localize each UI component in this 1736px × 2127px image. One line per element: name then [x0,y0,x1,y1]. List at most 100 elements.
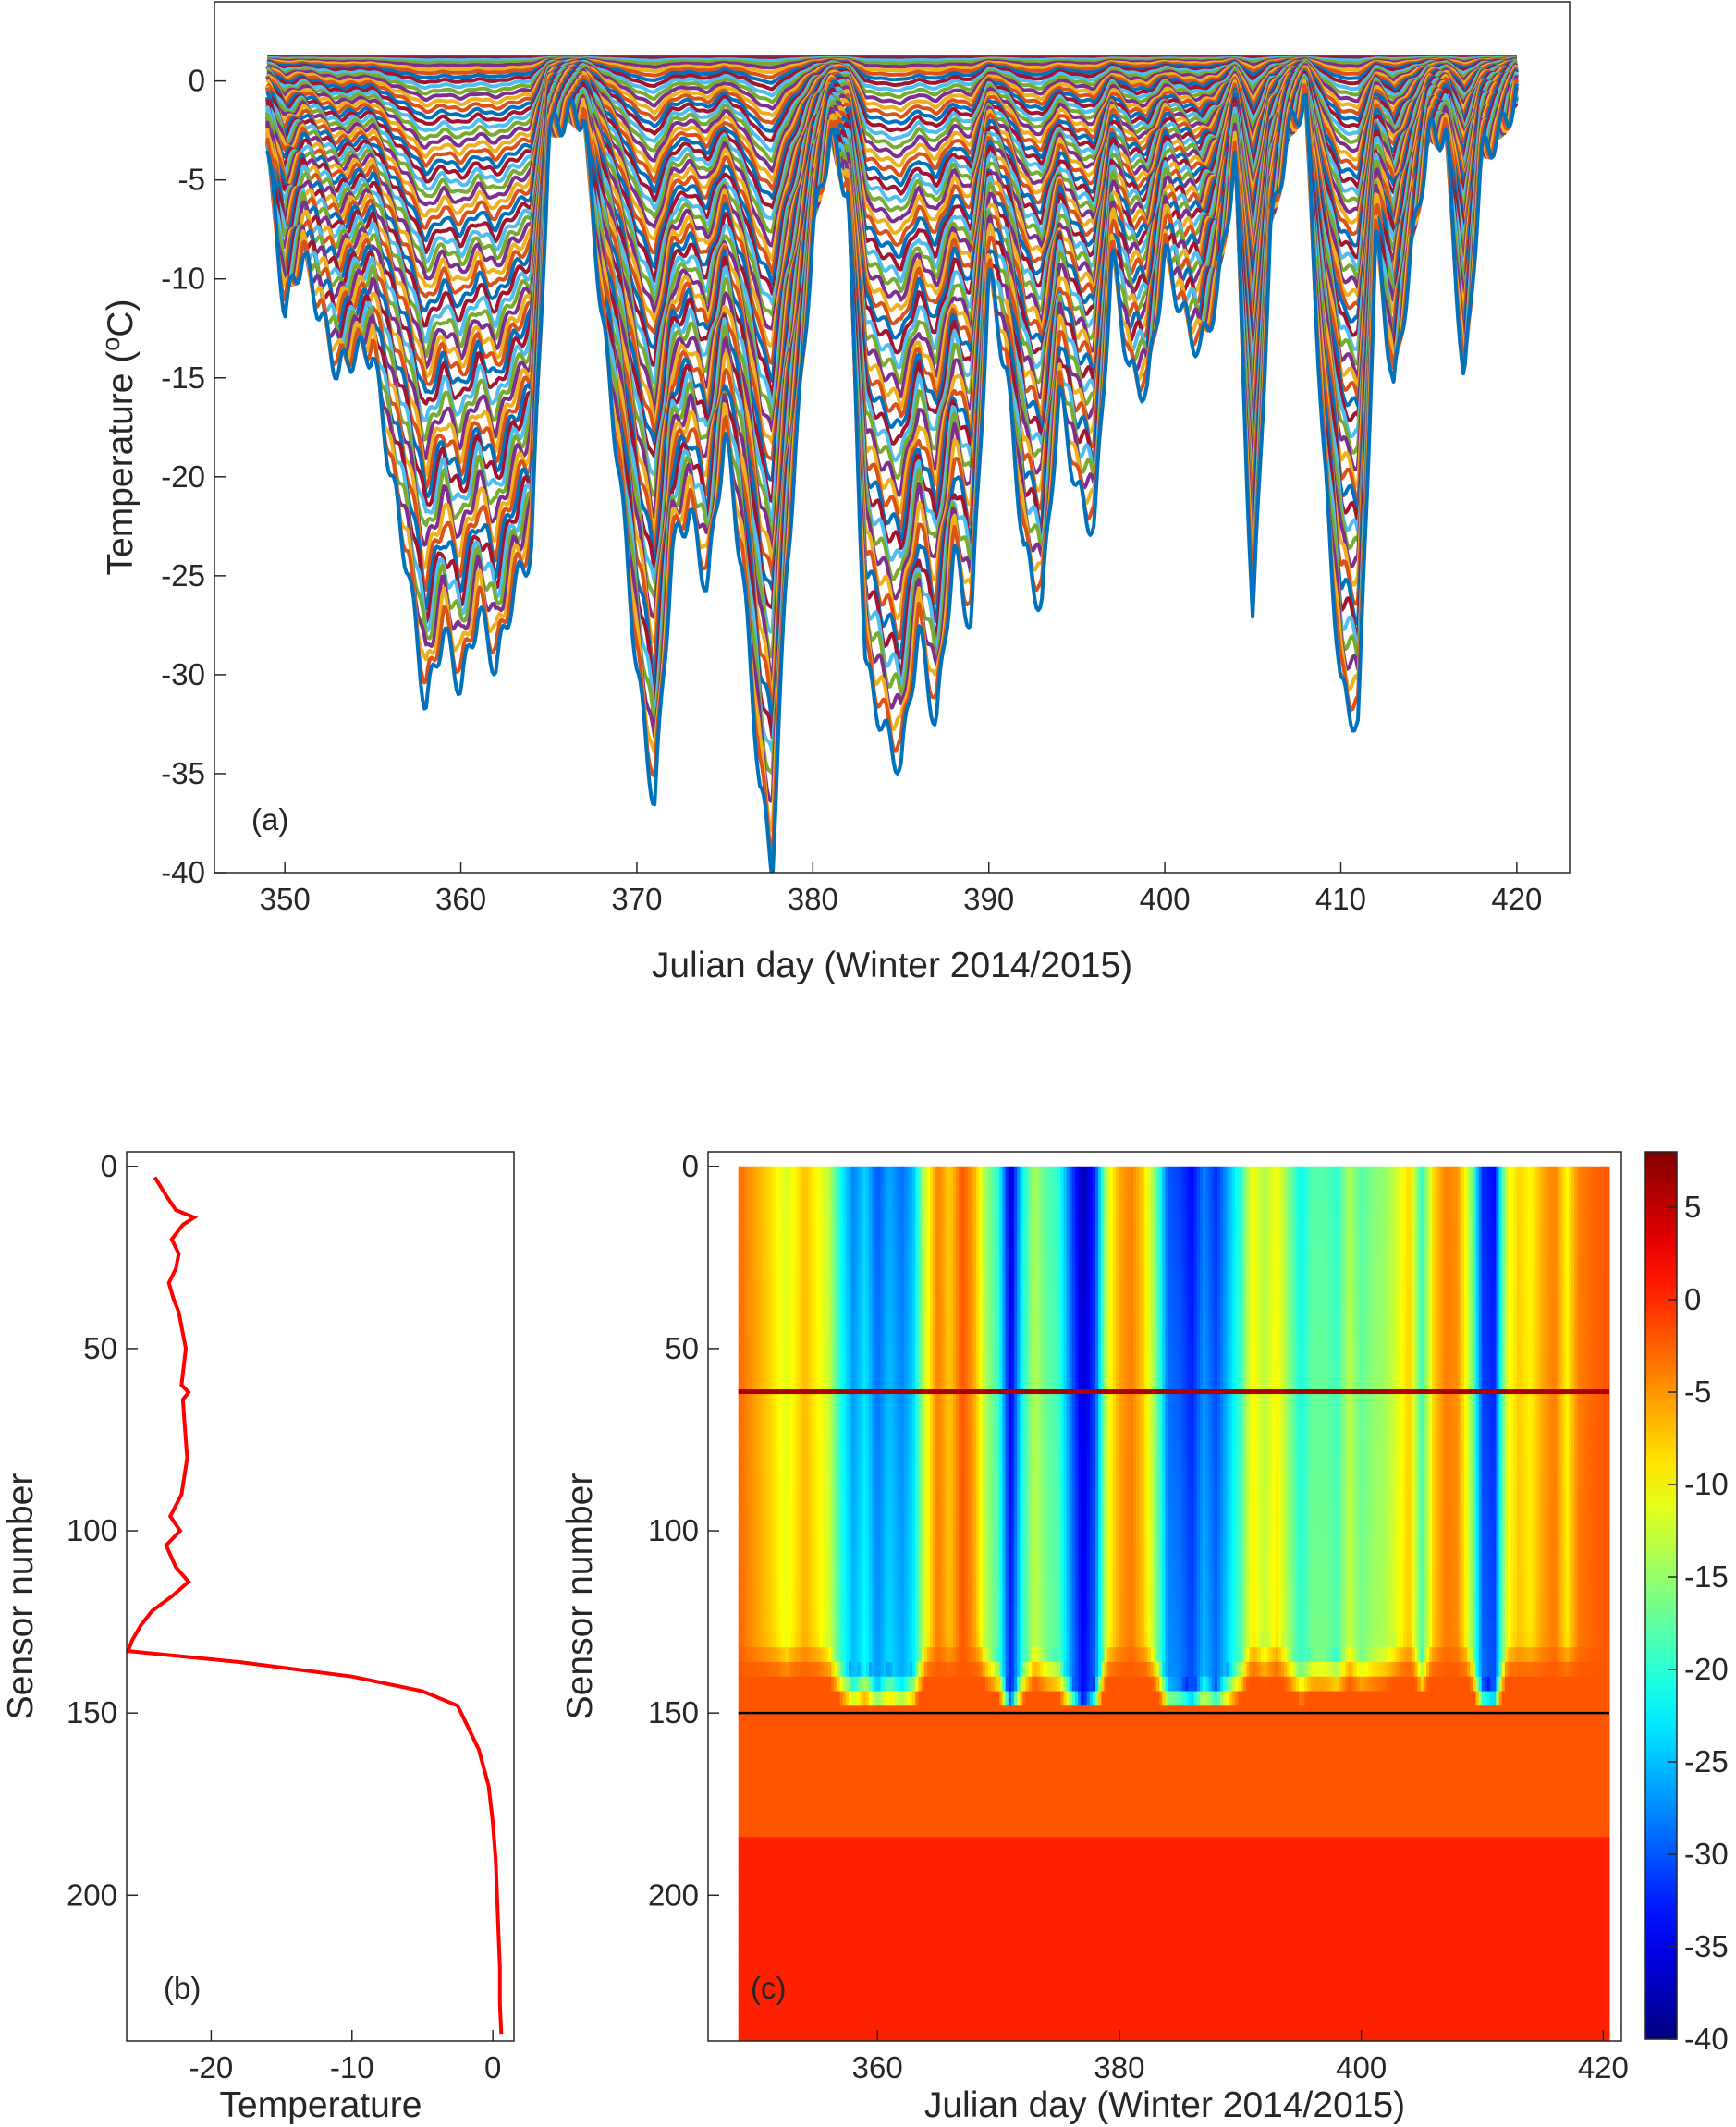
heatmap-cell [822,1486,826,1503]
sensor-trace-1 [265,83,1519,873]
heatmap-cell [828,1253,832,1269]
heatmap-cell [822,1661,826,1678]
heatmap-cell [811,1807,814,1824]
heatmap-cell [808,1516,812,1532]
heatmap-cell [738,1953,742,1969]
heatmap-cell [755,1822,760,1838]
heatmap-cell [784,1779,789,1794]
heatmap-cell [744,1458,748,1473]
panel-a-x-tick-5: 400 [1140,862,1191,916]
heatmap-cell [822,1574,826,1590]
heatmap-cell [776,1997,780,2013]
heatmap-cell [808,2011,812,2027]
heatmap-cell [842,1166,847,1182]
heatmap-cell [860,1400,864,1415]
heatmap-cell [788,1413,791,1430]
heatmap-cell [784,1413,789,1430]
heatmap-cell [761,1531,765,1546]
heatmap-cell [865,1282,870,1299]
heatmap-cell [862,1516,867,1532]
heatmap-cell [825,1807,829,1824]
heatmap-cell [799,1472,803,1488]
heatmap-cell [813,1180,818,1196]
heatmap-cell [750,1195,754,1211]
heatmap-cell [854,1982,859,1999]
heatmap-cell [845,1807,850,1824]
heatmap-cell [849,1355,852,1372]
heatmap-cell [811,1865,814,1882]
heatmap-cell [764,1253,768,1269]
heatmap-cell [819,1895,824,1911]
heatmap-cell [755,1531,760,1546]
heatmap-cell [790,1253,794,1269]
heatmap-cell [801,1370,806,1386]
heatmap-cell [860,1676,864,1693]
heatmap-cell [761,1516,765,1532]
heatmap-cell [828,1166,832,1182]
heatmap-cell [767,1545,771,1561]
heatmap-cell [764,1938,768,1954]
heatmap-cell [740,1282,745,1299]
heatmap-cell [862,1428,867,1445]
heatmap-cell [865,1764,870,1779]
heatmap-cell [808,1968,812,1984]
heatmap-cell [781,1210,786,1226]
heatmap-cell [781,2026,786,2041]
heatmap-cell [758,1865,763,1882]
heatmap-cell [747,1413,751,1430]
heatmap-cell [801,1779,806,1794]
heatmap-cell [819,1195,824,1211]
heatmap-cell [842,1807,847,1824]
heatmap-cell [755,1210,760,1226]
heatmap-cell [755,1589,760,1605]
heatmap-cell [761,1749,765,1765]
heatmap-cell [804,1210,809,1226]
heatmap-cell [819,1661,824,1678]
heatmap-cell [740,1501,745,1517]
heatmap-cell [752,1326,757,1342]
heatmap-cell [790,2026,794,2041]
heatmap-cell [837,1326,841,1342]
heatmap-cell [854,2026,859,2041]
heatmap-cell [845,1779,850,1794]
heatmap-cell [750,1895,754,1911]
heatmap-cell [804,1924,809,1940]
heatmap-cell [849,1282,852,1299]
heatmap-cell [813,1428,818,1445]
heatmap-cell [849,1501,852,1517]
heatmap-cell [819,1779,824,1794]
heatmap-cell [849,1910,852,1925]
heatmap-cell [813,1865,818,1882]
heatmap-cell [822,1792,826,1809]
heatmap-cell [790,1458,794,1473]
heatmap-cell [851,1574,855,1590]
heatmap-cell [767,1632,771,1648]
heatmap-cell [862,1807,867,1824]
heatmap-cell [747,1574,751,1590]
panel-a-y-ticks: 0-5-10-15-20-25-30-35-40 [161,64,226,889]
heatmap-cell [837,1413,841,1430]
heatmap-cell [738,1253,742,1269]
heatmap-cell [752,1997,757,2013]
heatmap-cell [776,1486,780,1503]
heatmap-cell [816,1180,821,1196]
heatmap-cell [857,1282,862,1299]
heatmap-cell [793,1764,798,1779]
heatmap-cell [790,1822,794,1838]
heatmap-cell [778,1924,783,1940]
heatmap-cell [816,1166,821,1182]
heatmap-cell [781,1443,786,1459]
heatmap-cell [854,1807,859,1824]
heatmap-cell [804,1792,809,1809]
heatmap-cell [755,1880,760,1896]
heatmap-cell [758,1837,763,1852]
heatmap-cell [767,1559,771,1575]
heatmap-cell [842,1982,847,1999]
heatmap-cell [804,1661,809,1678]
heatmap-cell [799,1501,803,1517]
heatmap-cell [813,1413,818,1430]
heatmap-cell [799,1545,803,1561]
heatmap-cell [845,1968,850,1984]
heatmap-cell [837,1268,841,1284]
heatmap-cell [744,1210,748,1226]
